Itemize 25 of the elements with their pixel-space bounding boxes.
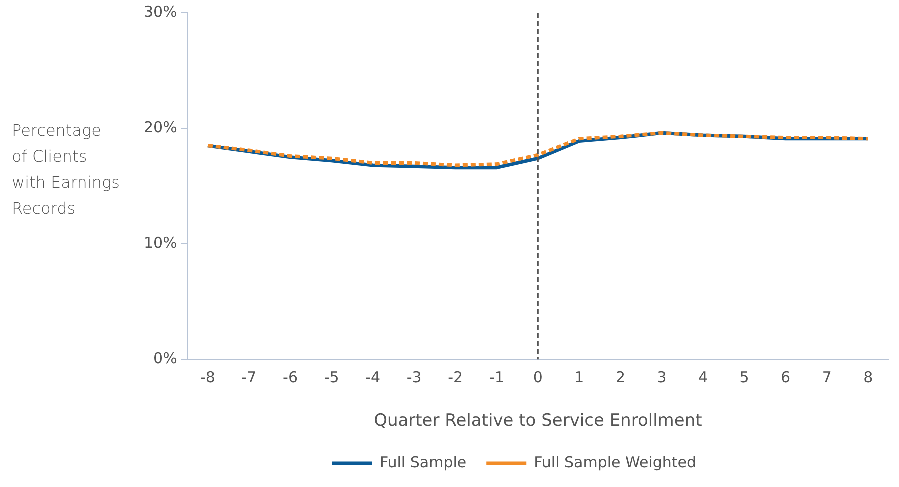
x-tick-label: 5 xyxy=(740,368,750,386)
legend-label: Full Sample xyxy=(380,453,467,472)
x-tick-label: -4 xyxy=(366,368,381,386)
y-tick-label: 10% xyxy=(144,234,178,252)
x-tick-label: -3 xyxy=(406,368,422,386)
legend-label: Full Sample Weighted xyxy=(534,453,697,472)
y-tick-label: 20% xyxy=(144,118,178,136)
x-tick-label: -7 xyxy=(242,368,257,386)
x-tick-label: 6 xyxy=(781,368,791,386)
x-axis-title: Quarter Relative to Service Enrollment xyxy=(374,411,703,432)
y-tick-label: 30% xyxy=(144,2,178,21)
x-tick-label: 7 xyxy=(822,368,832,386)
y-tick-label: 0% xyxy=(154,349,178,368)
x-tick-label: -8 xyxy=(200,368,216,386)
x-tick-label: 0 xyxy=(533,368,543,386)
x-tick-label: 4 xyxy=(698,368,708,386)
x-tick-label: 3 xyxy=(657,368,667,386)
x-tick-label: -6 xyxy=(283,368,298,386)
x-tick-label: -5 xyxy=(324,368,340,386)
x-tick-label: 8 xyxy=(864,368,874,386)
x-tick-label: 2 xyxy=(616,368,626,386)
y-axis-title: Percentage of Clients with Earnings Records xyxy=(12,120,120,220)
x-tick-label: 1 xyxy=(574,368,584,386)
x-tick-label: -2 xyxy=(448,368,464,386)
x-tick-label: -1 xyxy=(489,368,504,386)
